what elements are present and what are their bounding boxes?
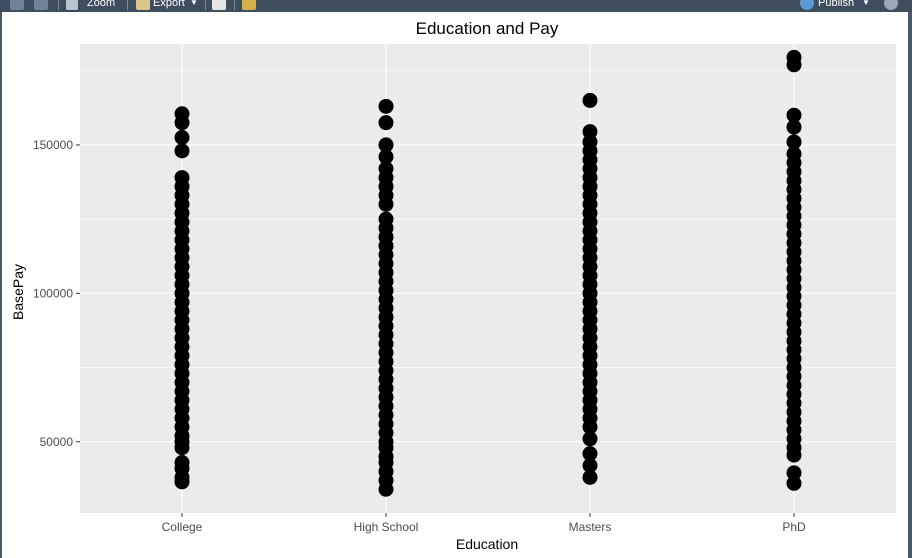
data-point <box>378 115 394 131</box>
data-point <box>786 107 802 123</box>
plot-toolbar: Zoom Export ▼ Publish ▼ <box>0 0 912 12</box>
publish-chevron-down-icon[interactable]: ▼ <box>862 0 870 7</box>
data-point <box>174 130 190 146</box>
data-point <box>174 170 190 186</box>
export-icon <box>136 0 150 10</box>
publish-button[interactable]: Publish <box>818 0 855 9</box>
toolbar-divider <box>205 0 206 10</box>
data-point <box>786 465 802 481</box>
data-point <box>582 92 598 108</box>
publish-icon <box>800 0 814 10</box>
toolbar-divider <box>58 0 59 10</box>
chart-title: Education and Pay <box>416 19 559 38</box>
x-tick-label: High School <box>354 520 419 534</box>
data-point <box>378 137 394 153</box>
x-tick-label: College <box>162 520 203 534</box>
export-chevron-down-icon[interactable]: ▼ <box>190 0 198 7</box>
data-point <box>786 134 802 150</box>
data-point <box>582 446 598 462</box>
data-point <box>786 146 802 162</box>
x-axis-label: Education <box>456 536 518 552</box>
data-points <box>174 49 802 497</box>
y-tick-label: 150000 <box>33 138 73 152</box>
remove-plot-icon[interactable] <box>212 0 226 10</box>
y-axis: 50000 100000 150000 <box>33 138 80 449</box>
data-point <box>582 431 598 447</box>
plot-panel <box>80 44 896 513</box>
data-point <box>174 455 190 471</box>
toolbar-divider <box>234 0 235 10</box>
data-point <box>582 469 598 485</box>
data-point <box>786 49 802 65</box>
y-axis-label: BasePay <box>10 264 26 320</box>
data-point <box>582 134 598 150</box>
refresh-icon[interactable] <box>884 0 898 10</box>
scatter-chart: 50000 100000 150000 College High School Mast… <box>10 19 896 552</box>
clear-brush-icon[interactable] <box>242 0 256 10</box>
data-point <box>582 124 598 140</box>
data-point <box>174 106 190 122</box>
x-tick-label: Masters <box>569 520 612 534</box>
export-button[interactable]: Export <box>153 0 185 9</box>
plot-viewer: 50000 100000 150000 College High School Mast… <box>2 12 908 558</box>
data-point <box>378 161 394 177</box>
y-tick-label: 100000 <box>33 286 73 300</box>
data-point <box>174 143 190 159</box>
zoom-button[interactable]: Zoom <box>87 0 116 9</box>
back-arrow-icon[interactable] <box>10 0 24 10</box>
x-axis: College High School Masters PhD <box>162 513 806 534</box>
data-point <box>378 211 394 227</box>
zoom-icon <box>66 0 78 10</box>
x-tick-label: PhD <box>782 520 806 534</box>
data-point <box>786 119 802 135</box>
toolbar-divider <box>127 0 128 10</box>
data-point <box>378 149 394 165</box>
forward-arrow-icon[interactable] <box>34 0 48 10</box>
data-point <box>786 475 802 491</box>
y-tick-label: 50000 <box>40 435 74 449</box>
data-point <box>378 98 394 114</box>
data-point <box>582 458 598 474</box>
